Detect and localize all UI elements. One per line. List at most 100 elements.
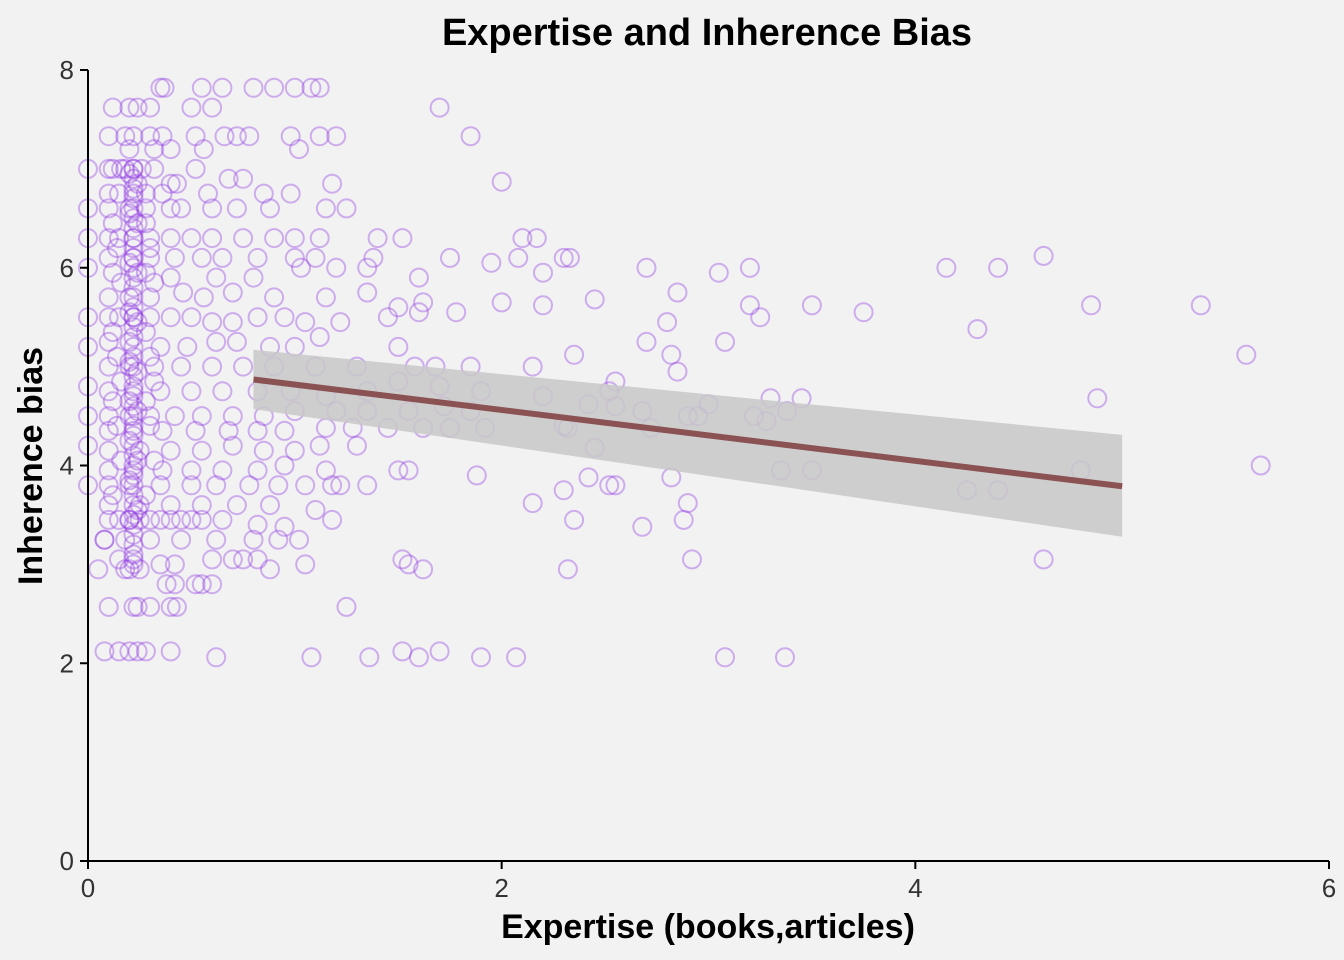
data-point xyxy=(135,198,156,219)
data-point xyxy=(123,435,144,456)
data-point xyxy=(119,252,140,273)
data-point xyxy=(119,356,140,377)
data-point xyxy=(102,485,123,506)
data-point xyxy=(140,97,161,118)
data-point xyxy=(140,307,161,328)
data-point xyxy=(599,475,620,496)
data-point xyxy=(119,203,140,224)
data-point xyxy=(171,356,192,377)
data-point xyxy=(123,460,144,481)
data-point xyxy=(123,287,144,308)
data-point xyxy=(739,295,760,316)
data-point xyxy=(226,126,247,147)
data-point xyxy=(156,574,177,595)
data-point xyxy=(330,312,351,333)
data-point xyxy=(377,307,398,328)
data-point xyxy=(526,228,547,249)
data-point xyxy=(315,287,336,308)
data-point xyxy=(222,282,243,303)
data-point xyxy=(140,126,161,147)
data-point xyxy=(359,647,380,668)
data-point xyxy=(119,430,140,451)
data-point xyxy=(193,287,214,308)
regression-line xyxy=(253,376,1123,490)
data-point xyxy=(123,514,144,535)
data-point xyxy=(127,312,148,333)
data-point xyxy=(123,596,144,617)
data-point xyxy=(135,391,156,412)
data-point xyxy=(123,198,144,219)
data-point xyxy=(212,381,233,402)
data-point xyxy=(185,126,206,147)
data-point xyxy=(111,371,132,392)
data-point xyxy=(119,406,140,427)
data-point xyxy=(392,549,413,570)
data-point xyxy=(715,647,735,668)
data-point xyxy=(181,228,202,249)
data-point xyxy=(127,173,148,194)
data-point xyxy=(226,198,247,219)
data-point xyxy=(88,559,109,580)
data-point xyxy=(98,495,119,516)
data-point xyxy=(107,415,127,436)
data-point xyxy=(123,228,144,249)
data-point xyxy=(98,406,119,427)
data-point xyxy=(123,554,144,575)
data-point xyxy=(160,440,181,461)
data-point xyxy=(222,406,243,427)
data-point xyxy=(284,247,305,268)
data-point xyxy=(522,356,543,377)
data-point xyxy=(135,262,156,283)
data-point xyxy=(309,435,330,456)
data-point xyxy=(661,344,682,365)
data-point xyxy=(98,158,119,179)
data-point xyxy=(801,295,822,316)
data-point xyxy=(119,509,140,530)
data-point xyxy=(115,158,136,179)
data-point xyxy=(559,247,580,268)
data-point xyxy=(152,460,173,481)
data-point xyxy=(140,346,161,367)
data-point xyxy=(280,126,301,147)
data-point xyxy=(129,509,150,530)
data-point xyxy=(123,257,144,278)
confidence-band xyxy=(253,349,1123,537)
data-point xyxy=(119,139,140,160)
data-point xyxy=(206,331,227,352)
data-point xyxy=(140,238,161,258)
data-point xyxy=(109,641,129,662)
data-point xyxy=(191,247,212,268)
data-point xyxy=(127,213,148,234)
data-point xyxy=(123,158,144,179)
data-point xyxy=(739,257,760,278)
data-point xyxy=(123,297,144,318)
data-point xyxy=(322,475,343,496)
data-point xyxy=(119,351,140,372)
data-point xyxy=(181,97,202,118)
data-point xyxy=(408,647,429,668)
data-point xyxy=(171,509,192,530)
data-point xyxy=(152,420,173,441)
data-point xyxy=(191,406,212,427)
data-point xyxy=(260,559,280,580)
data-point xyxy=(274,420,295,441)
data-point xyxy=(636,331,657,352)
axis-ticks: 0 2 4 6 0 2 4 6 8 xyxy=(60,55,1337,903)
chart-title: Expertise and Inherence Bias xyxy=(442,12,972,54)
y-axis-title: Inherence bias xyxy=(12,347,50,585)
data-point xyxy=(284,228,305,249)
data-point xyxy=(123,549,144,570)
data-point xyxy=(127,596,148,617)
data-point xyxy=(123,396,144,417)
data-point xyxy=(202,228,223,249)
data-point xyxy=(181,307,202,328)
data-point xyxy=(123,238,144,258)
data-point xyxy=(102,391,123,412)
data-point xyxy=(264,287,285,308)
data-point xyxy=(295,554,316,575)
data-point xyxy=(160,307,181,328)
data-point xyxy=(326,126,347,147)
data-point xyxy=(212,460,233,481)
regression-fit xyxy=(253,349,1123,537)
data-point xyxy=(491,171,512,192)
